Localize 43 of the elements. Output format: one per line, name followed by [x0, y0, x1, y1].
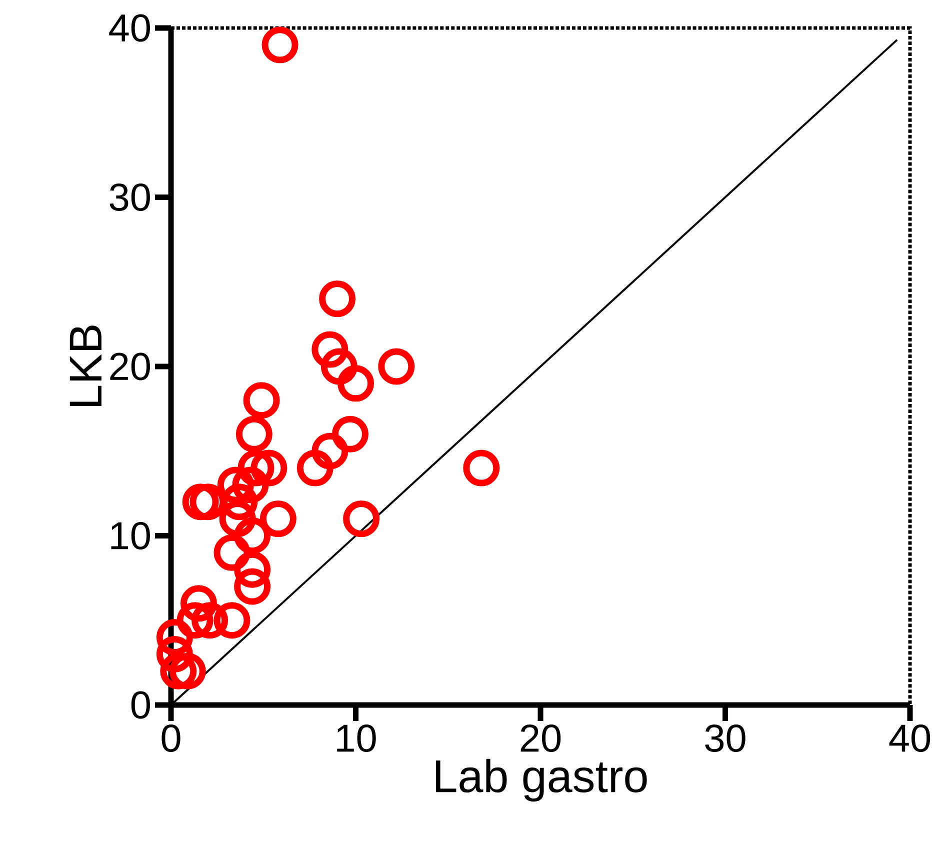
point	[338, 365, 374, 402]
y-tick-label: 20	[110, 352, 150, 380]
point	[176, 602, 214, 639]
point	[219, 500, 256, 538]
x-tick-label: 0	[162, 724, 180, 752]
y-tick-label: 10	[111, 522, 150, 550]
point	[319, 280, 356, 318]
y-axis-title: LKB	[70, 326, 102, 406]
point	[234, 551, 271, 588]
point	[378, 348, 415, 385]
point	[243, 382, 280, 419]
point	[160, 652, 197, 690]
point	[262, 26, 298, 64]
point	[320, 348, 358, 385]
point	[217, 466, 254, 504]
point	[214, 534, 250, 571]
y-tick-label: 40	[109, 14, 150, 42]
point	[156, 619, 193, 656]
point	[332, 416, 368, 452]
point	[236, 416, 272, 452]
point	[234, 568, 271, 605]
point	[463, 450, 500, 486]
x-axis-title: Lab gastro	[436, 758, 647, 802]
point	[260, 500, 296, 538]
y-tick-label: 30	[110, 183, 150, 211]
x-tick-label: 10	[337, 724, 376, 752]
point	[238, 450, 274, 486]
point	[312, 331, 348, 368]
point	[312, 432, 348, 470]
point	[192, 602, 228, 639]
point	[343, 500, 380, 538]
point	[250, 450, 288, 486]
x-tick-label: 30	[705, 724, 746, 752]
point	[234, 517, 271, 554]
point	[156, 636, 193, 672]
x-tick-label: 20	[520, 724, 561, 752]
point	[232, 466, 269, 504]
point	[214, 602, 250, 639]
point	[169, 652, 206, 690]
y-tick-label: 0	[131, 691, 150, 719]
point	[296, 450, 334, 486]
point	[180, 585, 217, 622]
x-tick-label: 40	[889, 724, 930, 752]
